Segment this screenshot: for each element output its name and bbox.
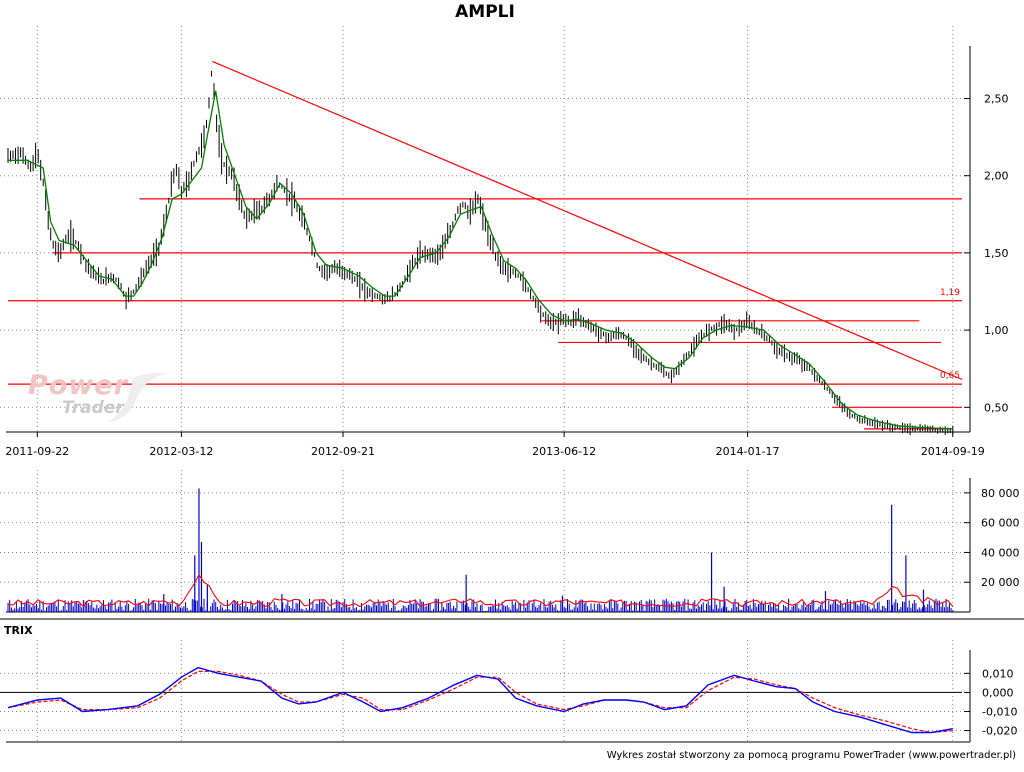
trix-panel-title: TRIX	[4, 624, 33, 637]
chart-title: AMPLI	[455, 2, 515, 22]
footer-credit: Wykres został stworzony za pomocą progra…	[606, 750, 1016, 761]
trix-y-label-0: -0,020	[982, 725, 1017, 738]
trix-signal-line	[7, 670, 953, 734]
trend-line	[212, 60, 963, 381]
x-tick-label-4: 2014-01-17	[716, 445, 780, 458]
moving-average-line	[8, 90, 953, 430]
x-tick-label-2: 2012-09-21	[311, 445, 375, 458]
volume-y-label-3: 80 000	[981, 487, 1020, 500]
volume-y-label-2: 60 000	[981, 517, 1020, 530]
x-tick-label-0: 2011-09-22	[5, 445, 69, 458]
price-y-label-2: 1,50	[984, 247, 1009, 260]
watermark-power: Power	[28, 370, 128, 401]
price-y-label-1: 1,00	[984, 324, 1009, 337]
trix-y-label-2: 0,000	[982, 686, 1014, 699]
x-tick-label-5: 2014-09-19	[921, 445, 985, 458]
x-tick-label-1: 2012-03-12	[149, 445, 213, 458]
watermark-swoosh-icon	[108, 372, 168, 422]
volume-moving-average	[7, 573, 954, 608]
trix-y-label-3: 0,010	[982, 667, 1014, 680]
powertrader-watermark: Power Trader	[28, 370, 178, 425]
watermark-trader: Trader	[62, 398, 124, 418]
price-y-label-3: 2,00	[984, 170, 1009, 183]
price-y-label-4: 2,50	[984, 92, 1009, 105]
volume-y-label-1: 40 000	[981, 546, 1020, 559]
support-label-2: 1,19	[940, 288, 960, 298]
support-label-5: 0,65	[940, 371, 960, 381]
price-y-label-0: 0,50	[984, 401, 1009, 414]
x-tick-label-3: 2013-06-12	[532, 445, 596, 458]
trix-line	[7, 666, 953, 734]
volume-y-label-0: 20 000	[981, 576, 1020, 589]
trix-y-label-1: -0,010	[982, 705, 1017, 718]
